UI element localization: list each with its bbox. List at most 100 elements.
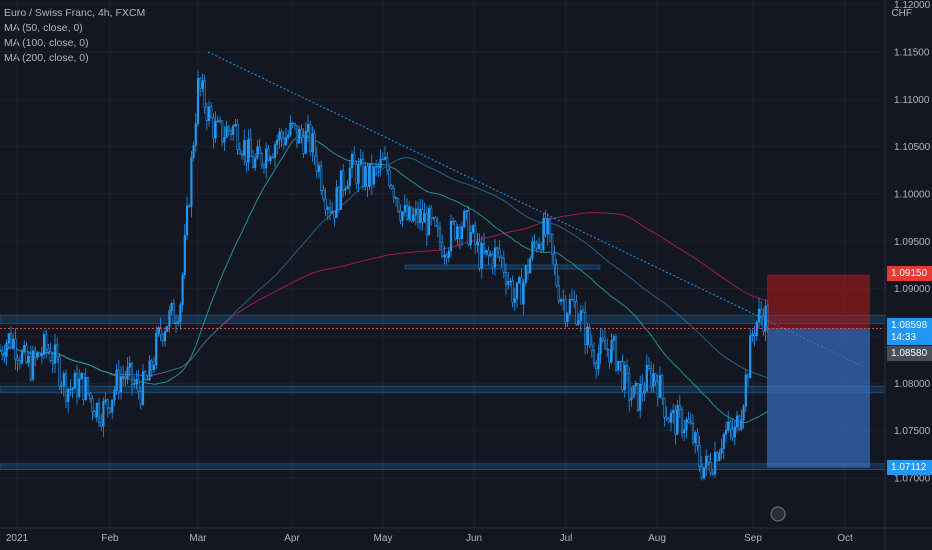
candle <box>62 373 65 387</box>
candle <box>71 388 74 390</box>
candle <box>243 140 246 156</box>
previous-close-tag[interactable]: 1.08580 <box>887 346 932 361</box>
take-profit-zone[interactable] <box>767 328 870 468</box>
candle <box>760 308 763 317</box>
candle <box>108 407 112 413</box>
candle <box>610 340 613 363</box>
candle <box>672 410 675 414</box>
candle <box>236 124 239 150</box>
trendline[interactable] <box>207 51 863 367</box>
candle <box>535 242 538 249</box>
candle <box>555 264 558 286</box>
candle <box>388 170 391 186</box>
candle <box>80 373 83 380</box>
candle <box>403 205 406 213</box>
candle <box>375 165 378 168</box>
candle <box>603 340 607 350</box>
candle <box>306 124 310 132</box>
candle <box>234 124 237 127</box>
candle <box>25 345 28 363</box>
ma200-legend[interactable]: MA (200, close, 0) <box>4 52 89 64</box>
candle <box>214 121 217 139</box>
candles <box>0 70 769 481</box>
candle <box>135 379 138 384</box>
candle <box>137 379 140 392</box>
candle <box>524 265 527 283</box>
candle <box>196 78 200 124</box>
overlay <box>0 51 885 522</box>
stop-price-tag-text: 1.09150 <box>891 268 928 279</box>
candle <box>568 299 571 315</box>
candle <box>757 308 761 323</box>
stop-price-tag[interactable]: 1.09150 <box>887 266 932 281</box>
candle <box>548 218 552 235</box>
stop-price-tag-bg <box>887 266 932 281</box>
current-price-tag-text: 14:33 <box>891 332 916 343</box>
candle <box>27 356 30 363</box>
candle <box>170 303 173 311</box>
candle <box>656 381 659 398</box>
candle <box>254 157 257 168</box>
candle <box>419 208 422 223</box>
stop-loss-zone[interactable] <box>767 274 870 329</box>
candle <box>199 78 202 89</box>
candle <box>361 158 365 187</box>
candle <box>73 372 76 389</box>
time-tick-label: Feb <box>101 533 119 544</box>
grid-lines <box>0 0 885 528</box>
candle <box>139 390 142 405</box>
candle <box>447 250 450 258</box>
candle <box>247 138 250 163</box>
candle <box>51 360 54 364</box>
candle <box>408 206 411 220</box>
candle <box>654 373 657 382</box>
candle <box>586 326 589 345</box>
candle <box>652 373 655 388</box>
candle <box>128 362 131 368</box>
candle <box>1 350 4 355</box>
candle <box>163 331 167 342</box>
candle <box>89 392 92 400</box>
candle <box>700 466 703 479</box>
candle <box>551 233 554 255</box>
candle <box>49 351 52 362</box>
candle <box>322 190 325 200</box>
target-price-tag[interactable]: 1.07112 <box>887 460 932 475</box>
candle <box>502 258 505 273</box>
events-icon[interactable] <box>770 506 786 522</box>
candle <box>298 129 301 144</box>
candle <box>192 145 195 158</box>
candle <box>658 375 662 398</box>
candle <box>304 131 307 154</box>
candle <box>454 221 457 240</box>
candle <box>210 106 213 118</box>
ma200-line <box>0 212 768 377</box>
candle <box>416 208 420 223</box>
candle <box>179 304 182 322</box>
time-tick-label: Mar <box>189 533 207 544</box>
candle <box>119 376 123 393</box>
candle <box>705 455 708 468</box>
candle <box>331 210 334 214</box>
candle <box>515 282 519 299</box>
candle <box>507 281 510 286</box>
candle <box>287 134 290 138</box>
candle <box>309 124 312 153</box>
candle <box>489 253 492 256</box>
candle <box>674 410 677 435</box>
support-zone <box>404 264 601 270</box>
candle <box>291 122 294 125</box>
ma100-legend[interactable]: MA (100, close, 0) <box>4 37 89 49</box>
ma50-legend[interactable]: MA (50, close, 0) <box>4 22 83 34</box>
candle <box>29 356 32 380</box>
candle <box>249 138 252 157</box>
candle <box>526 265 530 274</box>
candle <box>751 333 754 336</box>
candle <box>559 299 563 302</box>
candle <box>641 384 644 394</box>
candle <box>45 334 48 350</box>
candle <box>216 120 219 123</box>
candle <box>155 332 158 366</box>
